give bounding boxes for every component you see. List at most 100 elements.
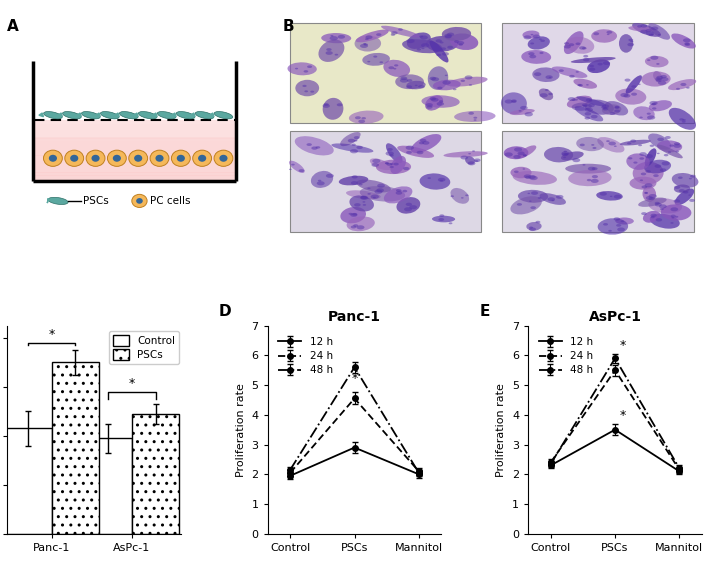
- Ellipse shape: [510, 167, 532, 179]
- Circle shape: [527, 193, 530, 194]
- Ellipse shape: [356, 30, 389, 42]
- Circle shape: [641, 212, 647, 215]
- Circle shape: [592, 167, 598, 170]
- Circle shape: [661, 77, 669, 82]
- Circle shape: [302, 85, 307, 87]
- Circle shape: [658, 34, 661, 36]
- Circle shape: [607, 34, 610, 35]
- Ellipse shape: [295, 136, 334, 156]
- Circle shape: [396, 189, 401, 192]
- Circle shape: [644, 183, 652, 188]
- Circle shape: [438, 218, 444, 221]
- Circle shape: [525, 176, 530, 179]
- Bar: [34, 127, 235, 130]
- Circle shape: [593, 32, 599, 35]
- Circle shape: [362, 117, 366, 119]
- Polygon shape: [152, 113, 157, 117]
- Ellipse shape: [426, 36, 458, 52]
- Circle shape: [547, 197, 555, 201]
- Circle shape: [628, 157, 632, 160]
- Circle shape: [649, 34, 654, 36]
- Circle shape: [540, 52, 544, 54]
- Circle shape: [376, 188, 384, 192]
- Circle shape: [177, 155, 185, 162]
- Ellipse shape: [350, 195, 374, 211]
- Ellipse shape: [44, 111, 62, 119]
- Circle shape: [640, 117, 643, 118]
- Circle shape: [630, 139, 636, 142]
- Ellipse shape: [552, 67, 588, 78]
- Circle shape: [440, 214, 445, 217]
- Circle shape: [589, 65, 594, 67]
- Circle shape: [675, 216, 679, 218]
- Circle shape: [603, 223, 608, 226]
- Circle shape: [298, 169, 304, 172]
- Ellipse shape: [407, 33, 431, 49]
- Bar: [4, 428, 52, 534]
- Circle shape: [406, 151, 412, 154]
- Circle shape: [304, 90, 308, 92]
- Circle shape: [614, 110, 620, 113]
- Ellipse shape: [454, 111, 496, 122]
- Ellipse shape: [645, 56, 669, 67]
- Circle shape: [350, 149, 358, 153]
- Ellipse shape: [672, 173, 698, 188]
- Circle shape: [385, 162, 389, 164]
- Circle shape: [657, 138, 664, 141]
- Circle shape: [684, 42, 690, 45]
- Circle shape: [686, 87, 690, 89]
- Ellipse shape: [648, 198, 682, 214]
- Circle shape: [576, 71, 579, 73]
- Circle shape: [623, 94, 630, 98]
- Circle shape: [564, 45, 571, 49]
- Ellipse shape: [48, 197, 68, 204]
- Circle shape: [474, 119, 476, 121]
- Circle shape: [326, 48, 332, 51]
- Circle shape: [618, 227, 625, 231]
- Circle shape: [349, 213, 352, 215]
- Ellipse shape: [642, 71, 671, 87]
- Circle shape: [650, 214, 657, 217]
- Circle shape: [402, 190, 407, 192]
- Circle shape: [518, 152, 525, 156]
- Bar: [34, 158, 235, 161]
- Ellipse shape: [420, 173, 450, 189]
- Circle shape: [445, 34, 452, 38]
- Bar: [52, 362, 99, 534]
- Circle shape: [649, 197, 654, 200]
- Legend: Control, PSCs: Control, PSCs: [108, 331, 179, 364]
- Y-axis label: Proliferation rate: Proliferation rate: [236, 383, 246, 476]
- Circle shape: [393, 68, 396, 69]
- Circle shape: [572, 158, 580, 162]
- Circle shape: [674, 144, 681, 148]
- Ellipse shape: [598, 218, 628, 235]
- Circle shape: [530, 34, 533, 36]
- Circle shape: [391, 33, 395, 36]
- Circle shape: [665, 136, 671, 139]
- Circle shape: [43, 150, 62, 166]
- Circle shape: [214, 150, 233, 166]
- Circle shape: [354, 140, 357, 141]
- Bar: [290, 131, 481, 231]
- Circle shape: [598, 63, 603, 65]
- Circle shape: [400, 79, 408, 83]
- Polygon shape: [77, 113, 82, 117]
- Circle shape: [70, 155, 78, 162]
- Circle shape: [523, 36, 531, 40]
- Circle shape: [574, 99, 578, 100]
- Circle shape: [435, 39, 442, 42]
- Ellipse shape: [359, 186, 405, 201]
- Circle shape: [469, 112, 474, 115]
- Ellipse shape: [138, 111, 157, 119]
- Ellipse shape: [318, 40, 345, 62]
- Bar: [34, 150, 235, 153]
- Text: D: D: [219, 304, 232, 319]
- Circle shape: [656, 63, 659, 65]
- Bar: [34, 170, 235, 173]
- Circle shape: [335, 54, 338, 56]
- Circle shape: [552, 200, 554, 201]
- Circle shape: [613, 218, 620, 220]
- Circle shape: [360, 44, 368, 48]
- Circle shape: [472, 150, 475, 152]
- Circle shape: [354, 136, 359, 139]
